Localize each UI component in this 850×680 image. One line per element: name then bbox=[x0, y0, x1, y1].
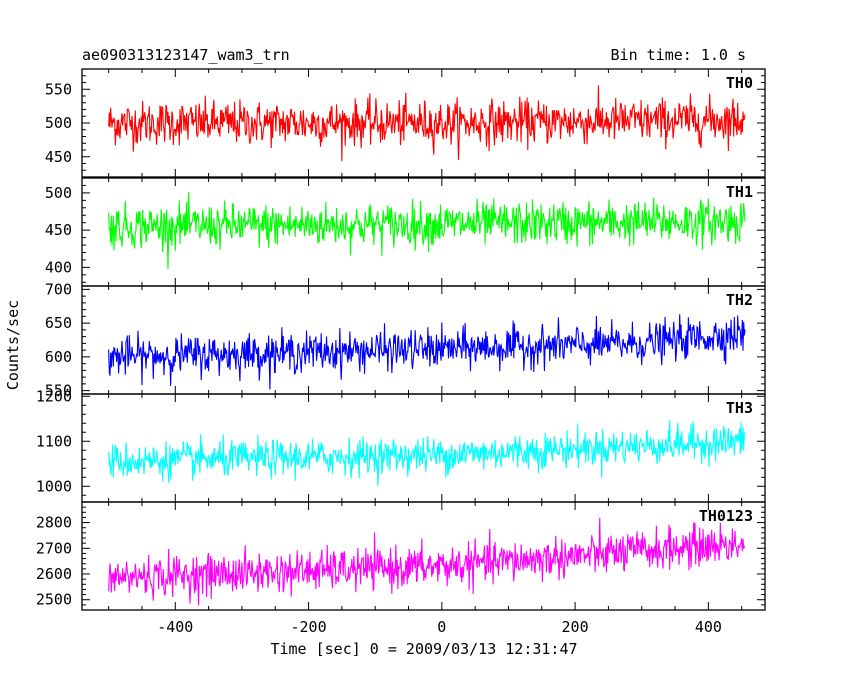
x-tick-label: 0 bbox=[437, 618, 446, 636]
x-tick-label: 200 bbox=[562, 618, 589, 636]
series-line-th0123 bbox=[108, 517, 746, 606]
panel-th2: 550 600 650 700 TH2 bbox=[45, 280, 766, 400]
panel-th3: 1000 1100 1200 TH3 bbox=[36, 387, 766, 503]
y-tick-label: 600 bbox=[45, 348, 72, 366]
panel-label-th1: TH1 bbox=[726, 183, 753, 201]
chart-title: ae090313123147_wam3_trn bbox=[82, 46, 290, 64]
x-axis-label: Time [sec] 0 = 2009/03/13 12:31:47 bbox=[270, 640, 577, 658]
panel-th0: 450 500 550 TH0 bbox=[45, 68, 766, 178]
series-line-th2 bbox=[108, 314, 746, 390]
y-tick-label: 500 bbox=[45, 114, 72, 132]
panel-label-th2: TH2 bbox=[726, 291, 753, 309]
panel-label-th0: TH0 bbox=[726, 74, 753, 92]
y-tick-label: 2700 bbox=[36, 539, 72, 557]
y-tick-label: 650 bbox=[45, 314, 72, 332]
y-tick-label: 700 bbox=[45, 280, 72, 298]
y-tick-label: 2800 bbox=[36, 514, 72, 532]
y-tick-label: 1200 bbox=[36, 387, 72, 405]
y-tick-label: 1100 bbox=[36, 432, 72, 450]
x-tick-label: -200 bbox=[290, 618, 326, 636]
panel-label-th3: TH3 bbox=[726, 399, 753, 417]
y-tick-label: 550 bbox=[45, 382, 72, 400]
panel-th1: 400 450 500 TH1 bbox=[45, 177, 766, 287]
panel-th0123: 2500 2600 2700 2800 TH0123 bbox=[36, 501, 766, 611]
x-tick-label: -400 bbox=[157, 618, 193, 636]
y-tick-label: 2600 bbox=[36, 565, 72, 583]
y-tick-label: 400 bbox=[45, 258, 72, 276]
panel-frame bbox=[81, 501, 766, 611]
y-tick-label: 2500 bbox=[36, 591, 72, 609]
y-tick-label: 450 bbox=[45, 148, 72, 166]
y-tick-label: 1000 bbox=[36, 477, 72, 495]
y-tick-label: 550 bbox=[45, 80, 72, 98]
x-tick-label: 400 bbox=[695, 618, 722, 636]
bin-time-label: Bin time: 1.0 s bbox=[611, 46, 746, 64]
y-tick-label: 500 bbox=[45, 184, 72, 202]
panels-group: 450 500 550 TH0 400 450 500 TH1 550 600 650 700 TH2 1… bbox=[36, 68, 766, 636]
series-line-th3 bbox=[108, 420, 746, 486]
series-line-th1 bbox=[108, 192, 746, 270]
series-line-th0 bbox=[108, 85, 746, 162]
y-tick-label: 450 bbox=[45, 221, 72, 239]
panel-label-th0123: TH0123 bbox=[699, 507, 753, 525]
y-axis-label: Counts/sec bbox=[4, 300, 22, 390]
